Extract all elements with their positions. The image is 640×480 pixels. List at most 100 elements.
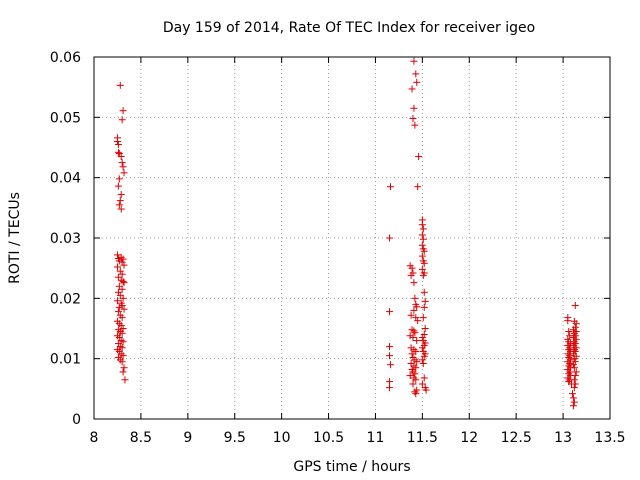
data-point xyxy=(113,297,121,305)
data-point xyxy=(113,251,121,259)
data-point xyxy=(420,288,428,296)
data-point xyxy=(117,191,125,199)
data-point xyxy=(409,115,417,123)
data-point xyxy=(409,380,417,388)
data-point xyxy=(119,163,127,171)
data-point xyxy=(565,328,573,336)
data-point xyxy=(419,225,427,233)
x-tick-label: 8 xyxy=(90,430,99,446)
data-point xyxy=(422,386,430,394)
data-point xyxy=(386,308,394,316)
data-point xyxy=(386,384,394,392)
data-point xyxy=(412,70,420,78)
data-point xyxy=(421,325,429,332)
data-point xyxy=(569,361,577,369)
data-point xyxy=(570,376,578,384)
data-point xyxy=(386,183,394,191)
data-point xyxy=(564,317,572,325)
data-point xyxy=(118,270,126,278)
data-point xyxy=(413,386,421,394)
data-point xyxy=(118,344,126,352)
data-point xyxy=(420,352,428,360)
chart-title: Day 159 of 2014, Rate Of TEC Index for r… xyxy=(163,20,535,36)
data-point xyxy=(418,231,426,239)
data-point xyxy=(418,380,426,388)
y-axis-label: ROTI / TECUs xyxy=(7,192,23,284)
data-point xyxy=(118,159,126,167)
data-point xyxy=(571,302,579,310)
data-point xyxy=(119,255,127,263)
data-point xyxy=(386,378,394,386)
data-point xyxy=(570,364,578,372)
x-tick-label: 12.5 xyxy=(501,430,532,446)
data-point xyxy=(569,402,577,410)
data-point xyxy=(409,334,417,342)
data-point xyxy=(407,271,415,279)
data-point xyxy=(421,297,429,305)
data-point xyxy=(418,356,426,364)
y-tick-label: 0.03 xyxy=(50,231,81,247)
x-tick-label: 11 xyxy=(367,430,385,446)
data-point xyxy=(410,327,418,335)
data-point xyxy=(412,364,420,372)
data-point xyxy=(419,271,427,279)
data-point xyxy=(118,329,126,337)
data-point xyxy=(116,81,124,89)
data-point xyxy=(115,303,123,311)
data-point xyxy=(119,107,127,115)
grid-lines xyxy=(94,57,610,419)
data-point xyxy=(418,344,426,352)
data-point xyxy=(121,376,129,384)
data-point xyxy=(572,368,580,376)
x-tick-labels: 8 8.5 9 9.5 10 10.5 11 11.5 12 12.5 13 13.5 xyxy=(90,430,626,446)
data-point xyxy=(411,388,419,396)
data-point xyxy=(571,380,579,388)
data-point xyxy=(408,85,416,93)
data-point xyxy=(414,317,422,325)
axis-ticks xyxy=(93,56,611,420)
data-point xyxy=(116,197,124,205)
data-point xyxy=(565,370,573,378)
data-point xyxy=(115,175,123,183)
data-point xyxy=(570,338,578,346)
x-axis-label: GPS time / hours xyxy=(293,459,410,475)
data-point xyxy=(572,320,580,328)
data-point xyxy=(418,241,426,249)
data-point xyxy=(120,169,128,177)
data-point xyxy=(413,78,421,86)
x-tick-label: 10 xyxy=(273,430,291,446)
data-point xyxy=(413,358,421,366)
data-point xyxy=(571,372,579,380)
data-point xyxy=(570,384,578,392)
x-tick-label: 13 xyxy=(554,430,572,446)
data-point xyxy=(120,261,128,269)
plot-frame xyxy=(93,56,611,420)
data-point xyxy=(566,352,574,360)
data-point xyxy=(114,288,122,296)
data-point xyxy=(406,372,414,380)
data-point xyxy=(412,390,420,398)
data-point xyxy=(571,340,579,348)
data-point xyxy=(118,285,126,293)
y-tick-label: 0.04 xyxy=(50,171,81,187)
data-point xyxy=(570,398,578,406)
data-point xyxy=(114,308,122,316)
data-point xyxy=(419,235,427,243)
data-point xyxy=(117,153,125,161)
x-tick-label: 10.5 xyxy=(313,430,344,446)
data-point xyxy=(118,116,126,124)
data-point xyxy=(114,140,122,148)
x-tick-label: 9 xyxy=(183,430,192,446)
data-point xyxy=(412,376,420,384)
data-point xyxy=(115,201,123,209)
data-point xyxy=(386,234,394,242)
data-point xyxy=(120,364,128,372)
data-point xyxy=(411,370,419,378)
data-point xyxy=(120,279,128,287)
x-tick-label: 11.5 xyxy=(407,430,438,446)
data-point xyxy=(411,329,419,337)
data-point xyxy=(412,347,420,355)
data-point xyxy=(420,303,428,311)
data-point xyxy=(118,314,126,322)
